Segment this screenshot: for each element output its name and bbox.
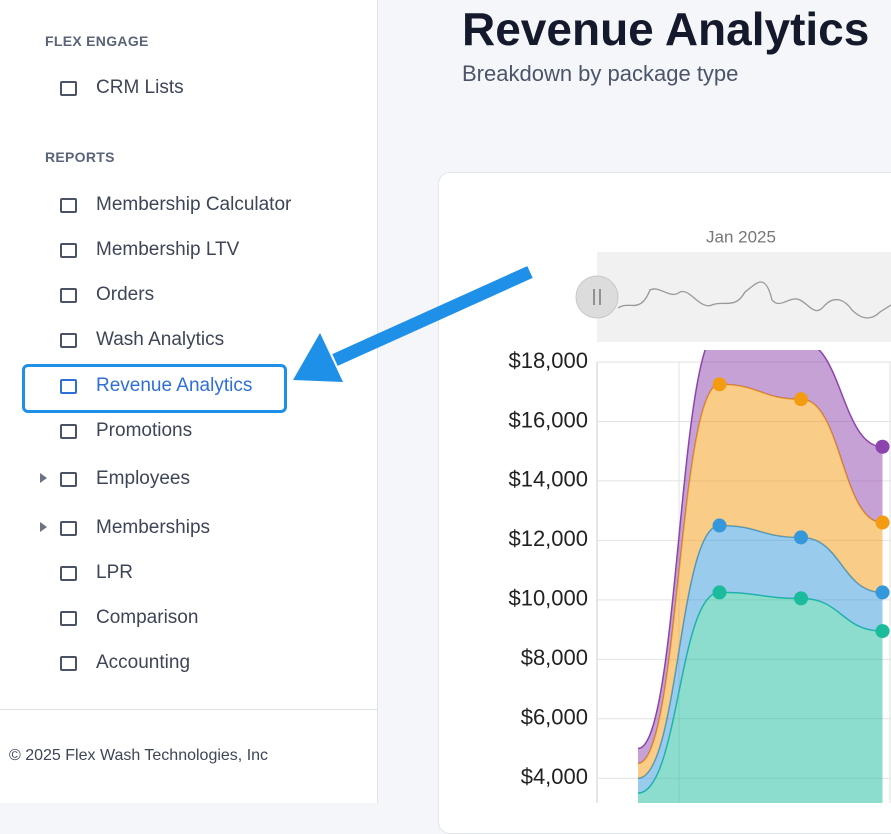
expand-caret	[40, 473, 47, 483]
sidebar: © 2025 Flex Wash Technologies, Inc FLEX …	[0, 0, 378, 803]
nav-icon	[60, 521, 77, 536]
nav-icon	[60, 243, 77, 258]
footer: © 2025 Flex Wash Technologies, Inc	[9, 747, 269, 764]
section-title: FLEX ENGAGE	[45, 33, 149, 49]
chart-card	[438, 172, 891, 834]
nav-icon	[60, 81, 77, 96]
page-title: Revenue Analytics	[462, 3, 870, 55]
nav-icon	[60, 288, 77, 303]
nav-item[interactable]: Comparison	[96, 607, 199, 628]
nav-item[interactable]: LPR	[96, 562, 133, 583]
nav-icon	[60, 198, 77, 213]
nav-icon	[60, 656, 77, 671]
nav-item[interactable]: Membership LTV	[96, 239, 240, 260]
active-highlight	[22, 364, 287, 413]
nav-item[interactable]: Employees	[96, 468, 190, 489]
nav-icon	[60, 333, 77, 348]
section-title: REPORTS	[45, 149, 115, 165]
nav-item[interactable]: Revenue Analytics	[96, 375, 253, 396]
page-subtitle: Breakdown by package type	[462, 61, 739, 86]
nav-icon	[60, 379, 77, 394]
nav-item[interactable]: Wash Analytics	[96, 329, 225, 350]
nav-item[interactable]: Membership Calculator	[96, 194, 292, 215]
nav-icon	[60, 424, 77, 439]
nav-item[interactable]: Orders	[96, 284, 155, 305]
nav-icon	[60, 611, 77, 626]
nav-icon	[60, 472, 77, 487]
nav-icon	[60, 566, 77, 581]
nav-item[interactable]: CRM Lists	[96, 77, 184, 98]
expand-caret	[40, 522, 47, 532]
nav-item[interactable]: Memberships	[96, 517, 211, 538]
nav-item[interactable]: Accounting	[96, 652, 191, 673]
nav-item[interactable]: Promotions	[96, 420, 193, 441]
divider	[0, 709, 377, 710]
